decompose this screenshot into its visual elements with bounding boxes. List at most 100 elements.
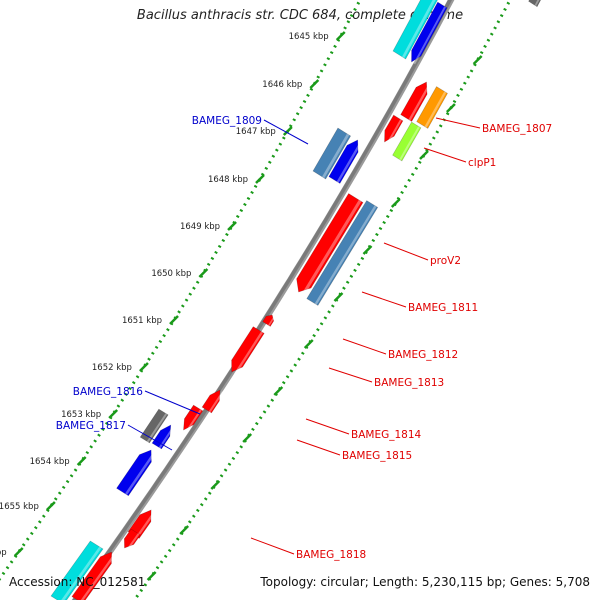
gene-bameg-1809b-highlight: [336, 141, 363, 183]
gene-bameg-1818b-highlight: [126, 533, 140, 551]
gene-bameg-1813[interactable]: [231, 326, 265, 375]
gene-label-leader: [263, 119, 309, 145]
gene-bameg-1817a-shape: [151, 424, 172, 450]
gene-bameg-1809b[interactable]: [328, 139, 363, 184]
gene-bameg-1816[interactable]: [139, 408, 169, 444]
scale-tick-label: 1648 kbp: [208, 175, 248, 185]
scale-tick: [255, 174, 265, 184]
genome-title: Bacillus anthracis str. CDC 684, complet…: [136, 8, 464, 23]
scale-tick: [169, 315, 179, 325]
scale-tick-label: 1652 kbp: [92, 363, 132, 373]
reverse-gene-top[interactable]: [411, 1, 448, 65]
outer-scale-tick: [419, 150, 429, 160]
gene-label-leader: [383, 242, 429, 261]
gene-clpp1-highlight: [399, 126, 420, 161]
scale-tick-label: 1650 kbp: [151, 269, 191, 279]
gene-bameg-1818c[interactable]: [71, 551, 116, 600]
gene-bameg-1807c-shape: [384, 114, 404, 143]
gene-bameg-1818b[interactable]: [123, 528, 141, 551]
gene-bameg-1817b[interactable]: [116, 449, 156, 497]
gene-bameg-1807a[interactable]: [400, 81, 431, 122]
reverse-gene-top-shape: [411, 1, 448, 63]
scale-tick: [309, 79, 320, 89]
gene-provV2-red-highlight: [301, 199, 362, 296]
rna-gene-top-shape: [392, 0, 438, 60]
scale-tick-label: 1651 kbp: [122, 316, 162, 326]
gene-bameg-1811-shape: [306, 200, 379, 306]
gene-bameg-1807c[interactable]: [384, 114, 404, 145]
gene-label[interactable]: BAMEG_1811: [408, 302, 478, 314]
gene-label-leader: [296, 439, 341, 456]
gene-bameg-1817b-highlight: [125, 451, 156, 495]
gene-bameg-1817b-shape: [116, 449, 152, 497]
partial-gray-gene-shape: [528, 0, 542, 8]
scale-tick: [13, 547, 24, 557]
gene-clpp1[interactable]: [392, 121, 422, 162]
gene-bameg-1807a-highlight: [408, 83, 431, 121]
gene-label[interactable]: BAMEG_1814: [351, 429, 422, 441]
gene-label[interactable]: BAMEG_1813: [374, 377, 444, 389]
gene-label-leader: [361, 291, 407, 308]
gene-bameg-1814[interactable]: [201, 389, 224, 414]
gene-bameg-1816-highlight: [146, 413, 168, 443]
gene-bameg-1807b[interactable]: [416, 86, 448, 129]
scale-tick-label: 1654 kbp: [30, 457, 70, 467]
gene-bameg-1811[interactable]: [306, 200, 379, 306]
rna-gene-bottom[interactable]: [50, 540, 104, 600]
gene-label[interactable]: BAMEG_1807: [482, 123, 552, 135]
gene-label[interactable]: proV2: [430, 255, 461, 267]
gene-label[interactable]: clpP1: [468, 157, 496, 169]
scale-tick-label: 1656 kbp: [0, 548, 7, 558]
rna-gene-bottom-shape: [50, 540, 104, 600]
outer-scale-tick: [210, 480, 221, 490]
gene-label[interactable]: BAMEG_1815: [342, 450, 412, 462]
gene-bameg-1809a-highlight: [322, 133, 350, 179]
backbone-shadow: [71, 0, 455, 600]
scale-tick-label: 1649 kbp: [180, 222, 220, 232]
rna-gene-top-highlight: [402, 0, 436, 59]
partial-gray-gene[interactable]: [528, 0, 544, 8]
gene-bameg-1809a-shape: [312, 127, 352, 180]
outer-scale-tick: [333, 292, 344, 302]
gene-bameg-1812-highlight: [268, 315, 276, 326]
scale-tick: [198, 268, 209, 278]
gene-bameg-1814-highlight: [208, 391, 224, 413]
gene-bameg-1813-highlight: [234, 331, 263, 375]
accession-text: Accession: NC_012581: [9, 575, 146, 589]
outer-scale-tick: [146, 571, 157, 581]
gene-bameg-1809a[interactable]: [312, 127, 352, 180]
gene-bameg-1813-shape: [231, 326, 265, 373]
gene-bameg-1811-highlight: [314, 205, 377, 305]
gene-label[interactable]: BAMEG_1816: [73, 386, 144, 398]
backbone-line: [72, 0, 452, 600]
outer-scale-tick: [303, 339, 314, 349]
gene-provV2-red[interactable]: [296, 193, 364, 296]
rna-gene-bottom-highlight: [61, 546, 102, 600]
gene-label[interactable]: BAMEG_1818: [296, 549, 366, 561]
gene-bameg-1818b-shape: [123, 528, 141, 549]
gene-label[interactable]: BAMEG_1812: [388, 349, 458, 361]
gene-clpp1-shape: [392, 121, 422, 162]
scale-tick: [76, 456, 87, 466]
outer-scale-tick: [446, 103, 456, 113]
outer-scale-tick: [390, 198, 401, 208]
outer-scale-tick: [273, 386, 284, 396]
outer-scale-tick: [179, 525, 190, 535]
gene-bameg-1812[interactable]: [262, 314, 276, 327]
gene-bameg-1816-shape: [139, 408, 169, 444]
gene-label[interactable]: BAMEG_1809: [192, 115, 262, 127]
gene-label-leader: [328, 367, 373, 383]
gene-bameg-1807b-highlight: [424, 91, 447, 128]
gene-label-leader: [144, 390, 201, 415]
scale-tick-label: 1653 kbp: [61, 410, 101, 420]
gene-bameg-1807b-shape: [416, 86, 448, 129]
reverse-gene-top-highlight: [413, 6, 446, 65]
gene-provV2-red-shape: [296, 193, 364, 293]
gene-label[interactable]: BAMEG_1817: [56, 420, 126, 432]
gene-bameg-1807a-shape: [400, 81, 428, 122]
gene-label-leader: [423, 147, 467, 163]
outer-scale-tick: [362, 245, 373, 255]
rna-gene-top[interactable]: [392, 0, 438, 60]
